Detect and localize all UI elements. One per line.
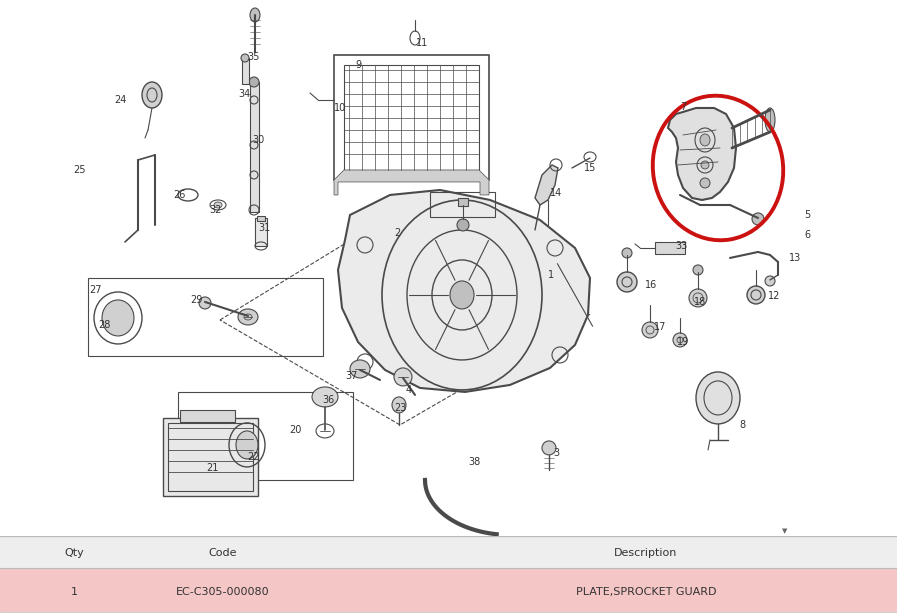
Text: PLATE,SPROCKET GUARD: PLATE,SPROCKET GUARD	[576, 587, 716, 597]
Ellipse shape	[312, 387, 338, 407]
Ellipse shape	[457, 219, 469, 231]
Ellipse shape	[236, 431, 258, 459]
Text: 7: 7	[680, 102, 686, 112]
Text: 28: 28	[98, 320, 110, 330]
Ellipse shape	[238, 309, 258, 325]
Ellipse shape	[765, 276, 775, 286]
Bar	[178, 392, 353, 480]
Text: 27: 27	[90, 285, 102, 295]
Text: ▼: ▼	[782, 529, 788, 534]
Ellipse shape	[673, 333, 687, 347]
Ellipse shape	[696, 372, 740, 424]
Bar	[655, 242, 685, 254]
Ellipse shape	[142, 82, 162, 108]
Text: 6: 6	[804, 230, 810, 240]
Bar	[255, 218, 267, 246]
Text: 8: 8	[739, 420, 745, 430]
Text: 12: 12	[768, 291, 780, 301]
Text: Qty: Qty	[65, 548, 84, 557]
Text: 1: 1	[548, 270, 554, 280]
Text: 22: 22	[247, 452, 259, 462]
Text: 20: 20	[289, 425, 301, 435]
Bar	[250, 82, 259, 212]
Ellipse shape	[249, 77, 259, 87]
Text: 17: 17	[654, 322, 666, 332]
Ellipse shape	[622, 248, 632, 258]
Polygon shape	[535, 165, 558, 205]
Ellipse shape	[214, 202, 222, 208]
Ellipse shape	[642, 322, 658, 338]
Polygon shape	[334, 170, 489, 195]
Bar	[168, 423, 253, 491]
Text: Description: Description	[614, 548, 677, 557]
Text: 30: 30	[252, 135, 264, 145]
Text: 16: 16	[645, 280, 658, 290]
Text: EC-C305-000080: EC-C305-000080	[176, 587, 269, 597]
Bar	[180, 410, 235, 422]
Text: 33: 33	[675, 241, 687, 251]
Ellipse shape	[752, 213, 764, 225]
Ellipse shape	[765, 108, 775, 132]
Text: 38: 38	[468, 457, 480, 467]
Bar	[0, 568, 897, 612]
Text: 19: 19	[677, 337, 689, 347]
Text: 24: 24	[114, 95, 126, 105]
Ellipse shape	[747, 286, 765, 304]
Ellipse shape	[450, 281, 474, 309]
Bar	[430, 192, 495, 217]
Text: 29: 29	[190, 295, 202, 305]
Text: 35: 35	[248, 52, 260, 62]
Text: 26: 26	[173, 190, 185, 200]
Text: 21: 21	[205, 463, 218, 473]
Ellipse shape	[394, 368, 412, 386]
Ellipse shape	[102, 300, 134, 336]
Text: 13: 13	[788, 253, 801, 263]
Bar	[257, 216, 265, 221]
Polygon shape	[338, 190, 590, 392]
Ellipse shape	[199, 297, 211, 309]
Text: 4: 4	[406, 385, 412, 395]
Ellipse shape	[689, 289, 707, 307]
Bar	[334, 55, 489, 180]
Bar	[163, 418, 258, 496]
Text: 10: 10	[334, 103, 346, 113]
Text: 18: 18	[694, 297, 706, 307]
Text: 3: 3	[553, 448, 559, 458]
Ellipse shape	[542, 441, 556, 455]
Bar	[344, 65, 479, 170]
Bar	[242, 58, 249, 84]
Text: Code: Code	[208, 548, 237, 557]
Ellipse shape	[392, 397, 406, 413]
Text: 34: 34	[238, 89, 250, 99]
Text: 1: 1	[71, 587, 78, 597]
Ellipse shape	[241, 54, 249, 62]
Polygon shape	[668, 108, 736, 200]
Text: 15: 15	[584, 163, 597, 173]
Ellipse shape	[701, 161, 709, 169]
Text: 2: 2	[394, 228, 400, 238]
Text: 36: 36	[322, 395, 334, 405]
Text: 23: 23	[394, 403, 406, 413]
Text: 9: 9	[355, 60, 361, 70]
Text: 32: 32	[210, 205, 222, 215]
Text: 25: 25	[74, 165, 86, 175]
Text: 11: 11	[416, 38, 428, 48]
Ellipse shape	[693, 265, 703, 275]
Ellipse shape	[700, 134, 710, 146]
Bar	[0, 536, 897, 568]
Text: 31: 31	[257, 223, 270, 233]
Text: 37: 37	[346, 371, 358, 381]
Text: 5: 5	[804, 210, 810, 220]
Ellipse shape	[250, 8, 260, 22]
Bar	[458, 198, 468, 206]
Ellipse shape	[617, 272, 637, 292]
Text: 14: 14	[550, 188, 562, 198]
Bar	[88, 278, 323, 356]
Ellipse shape	[700, 178, 710, 188]
Ellipse shape	[350, 360, 370, 378]
